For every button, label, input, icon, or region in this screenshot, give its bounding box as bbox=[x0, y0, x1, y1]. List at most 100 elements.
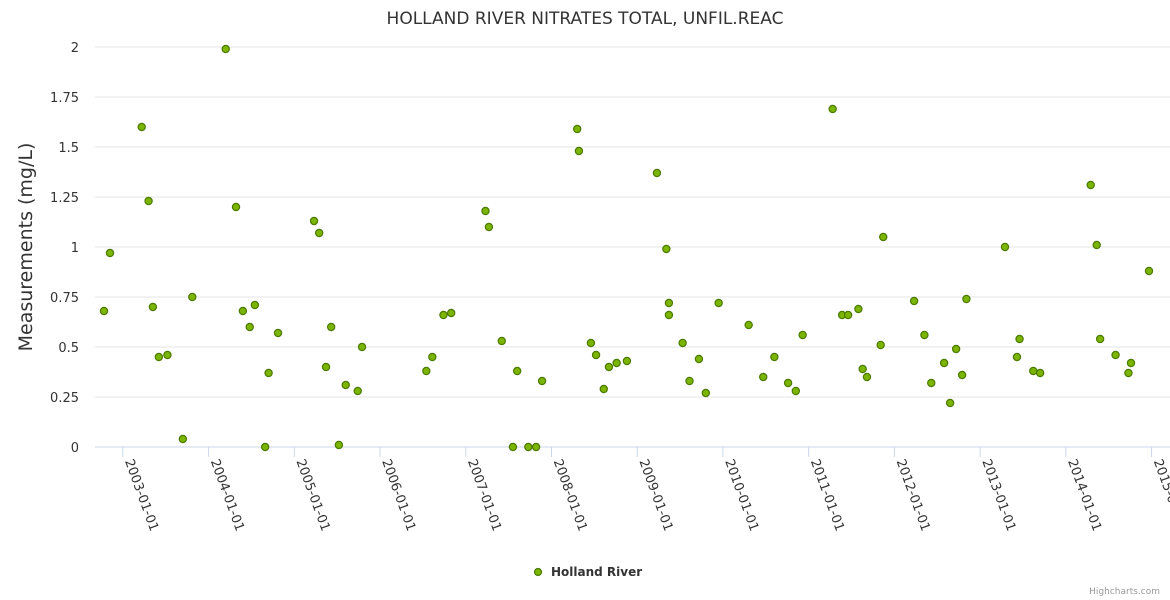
data-point[interactable] bbox=[791, 386, 801, 396]
data-point[interactable] bbox=[744, 320, 753, 330]
data-point[interactable] bbox=[497, 336, 506, 346]
data-point[interactable] bbox=[759, 372, 768, 382]
data-point[interactable] bbox=[612, 358, 621, 368]
data-point[interactable] bbox=[701, 388, 710, 398]
x-tick-label: 2009-01-01 bbox=[635, 457, 675, 533]
data-point[interactable] bbox=[481, 206, 490, 216]
data-point[interactable] bbox=[357, 342, 367, 352]
data-point[interactable] bbox=[664, 298, 674, 308]
data-point[interactable] bbox=[1029, 366, 1038, 376]
data-point[interactable] bbox=[137, 122, 146, 132]
data-point[interactable] bbox=[1035, 368, 1045, 378]
data-point[interactable] bbox=[512, 366, 522, 376]
data-point[interactable] bbox=[264, 368, 273, 378]
data-point[interactable] bbox=[163, 350, 172, 360]
data-point[interactable] bbox=[446, 308, 456, 318]
data-point[interactable] bbox=[273, 328, 283, 338]
data-point[interactable] bbox=[1124, 368, 1133, 378]
data-point[interactable] bbox=[1000, 242, 1010, 252]
legend[interactable]: Holland River bbox=[533, 565, 643, 579]
data-point[interactable] bbox=[260, 442, 270, 452]
data-point[interactable] bbox=[920, 330, 929, 340]
data-point[interactable] bbox=[321, 362, 331, 372]
x-tick-label: 2015-01-01 bbox=[1150, 457, 1170, 533]
data-point[interactable] bbox=[1126, 358, 1136, 368]
data-point[interactable] bbox=[939, 358, 949, 368]
data-point[interactable] bbox=[1012, 352, 1022, 362]
data-point[interactable] bbox=[531, 442, 541, 452]
data-point[interactable] bbox=[714, 298, 723, 308]
data-point[interactable] bbox=[783, 378, 793, 388]
data-point[interactable] bbox=[876, 340, 885, 350]
data-points bbox=[99, 44, 1154, 452]
data-point[interactable] bbox=[694, 354, 704, 364]
data-point[interactable] bbox=[945, 398, 955, 408]
data-point[interactable] bbox=[1092, 240, 1101, 250]
data-point[interactable] bbox=[508, 442, 518, 452]
data-point[interactable] bbox=[221, 44, 230, 54]
data-point[interactable] bbox=[574, 146, 584, 156]
data-point[interactable] bbox=[99, 306, 109, 316]
data-point[interactable] bbox=[428, 352, 437, 362]
data-point[interactable] bbox=[591, 350, 601, 360]
data-point[interactable] bbox=[188, 292, 197, 302]
x-tick-label: 2007-01-01 bbox=[464, 457, 504, 533]
x-tick-label: 2010-01-01 bbox=[721, 457, 761, 533]
data-point[interactable] bbox=[854, 304, 863, 314]
data-point[interactable] bbox=[798, 330, 807, 340]
data-point[interactable] bbox=[245, 322, 254, 332]
data-point[interactable] bbox=[678, 338, 687, 348]
data-point[interactable] bbox=[334, 440, 344, 450]
data-point[interactable] bbox=[573, 124, 582, 134]
data-point[interactable] bbox=[231, 202, 241, 212]
data-point[interactable] bbox=[862, 372, 872, 382]
data-point[interactable] bbox=[105, 248, 115, 258]
data-point[interactable] bbox=[622, 356, 632, 366]
data-point[interactable] bbox=[439, 310, 448, 320]
data-point[interactable] bbox=[858, 364, 867, 374]
grid-lines bbox=[95, 46, 1170, 398]
data-point[interactable] bbox=[1111, 350, 1120, 360]
data-point[interactable] bbox=[604, 362, 614, 372]
data-point[interactable] bbox=[1144, 266, 1154, 276]
data-point[interactable] bbox=[770, 352, 779, 362]
data-point[interactable] bbox=[250, 300, 260, 310]
data-point[interactable] bbox=[537, 376, 547, 386]
y-tick-label: 2 bbox=[71, 41, 79, 56]
data-point[interactable] bbox=[309, 216, 319, 226]
x-tick-label: 2012-01-01 bbox=[893, 457, 933, 533]
data-point[interactable] bbox=[1086, 180, 1095, 190]
data-point[interactable] bbox=[828, 104, 837, 114]
data-point[interactable] bbox=[1015, 334, 1024, 344]
data-point[interactable] bbox=[909, 296, 919, 306]
data-point[interactable] bbox=[879, 232, 888, 242]
data-point[interactable] bbox=[586, 338, 596, 348]
data-point[interactable] bbox=[238, 306, 248, 316]
data-point[interactable] bbox=[1095, 334, 1105, 344]
data-point[interactable] bbox=[951, 344, 961, 354]
data-point[interactable] bbox=[422, 366, 431, 376]
legend-label[interactable]: Holland River bbox=[551, 565, 642, 579]
data-point[interactable] bbox=[148, 302, 158, 312]
data-point[interactable] bbox=[314, 228, 324, 238]
y-axis-label: Measurements (mg/L) bbox=[15, 143, 37, 352]
data-point[interactable] bbox=[957, 370, 967, 380]
data-point[interactable] bbox=[484, 222, 494, 232]
data-point[interactable] bbox=[524, 442, 533, 452]
x-tick-label: 2014-01-01 bbox=[1064, 457, 1104, 533]
data-point[interactable] bbox=[662, 244, 671, 254]
data-point[interactable] bbox=[154, 352, 164, 362]
data-point[interactable] bbox=[341, 380, 350, 390]
data-point[interactable] bbox=[599, 384, 608, 394]
data-point[interactable] bbox=[927, 378, 936, 388]
data-point[interactable] bbox=[664, 310, 674, 320]
credits[interactable]: Highcharts.com bbox=[1089, 587, 1160, 597]
data-point[interactable] bbox=[178, 434, 188, 444]
data-point[interactable] bbox=[843, 310, 853, 320]
data-point[interactable] bbox=[652, 168, 662, 178]
data-point[interactable] bbox=[353, 386, 362, 396]
data-point[interactable] bbox=[326, 322, 336, 332]
data-point[interactable] bbox=[144, 196, 153, 206]
data-point[interactable] bbox=[685, 376, 694, 386]
data-point[interactable] bbox=[962, 294, 971, 304]
